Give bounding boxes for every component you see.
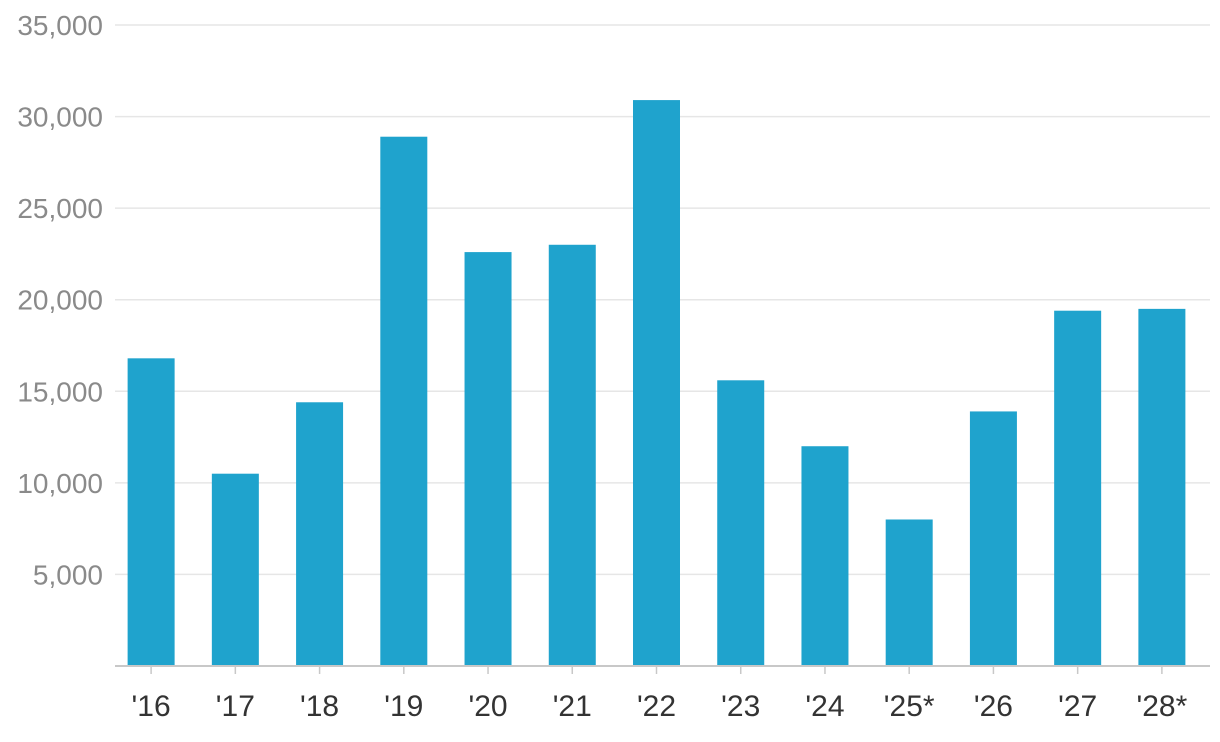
bar (969, 411, 1017, 666)
x-tick-label: '18 (300, 690, 339, 723)
bar (127, 358, 175, 666)
x-tick-label: '24 (805, 690, 844, 723)
y-tick-label: 15,000 (17, 376, 103, 407)
y-tick-label: 25,000 (17, 193, 103, 224)
y-tick-label: 20,000 (17, 285, 103, 316)
x-tick-label: '27 (1058, 690, 1097, 723)
x-tick-label: '16 (132, 690, 171, 723)
x-tick-label: '25* (884, 690, 935, 723)
x-axis-tick-labels: '16 '17 '18 '19 '20 '21 '22 '23 '24 '25* '26 '27 '28… (132, 690, 1188, 723)
bar (464, 252, 512, 666)
bar (1054, 310, 1102, 666)
bar (801, 446, 849, 666)
y-tick-label: 35,000 (17, 10, 103, 41)
bars (127, 100, 1186, 667)
x-tick-label: '21 (553, 690, 592, 723)
x-tick-label: '26 (974, 690, 1013, 723)
y-axis-tick-labels: 5,000 10,000 15,000 20,000 25,000 30,000 35,00… (17, 10, 103, 590)
bar (885, 519, 933, 666)
y-tick-label: 30,000 (17, 102, 103, 133)
bar (717, 380, 765, 666)
bar (548, 244, 596, 666)
bar (296, 402, 344, 666)
x-axis-ticks (150, 666, 1163, 674)
x-tick-label: '23 (721, 690, 760, 723)
bar (380, 136, 428, 666)
x-tick-label: '17 (216, 690, 255, 723)
x-tick-label: '28* (1136, 690, 1187, 723)
x-tick-label: '19 (384, 690, 423, 723)
x-tick-label: '22 (637, 690, 676, 723)
bar (211, 473, 259, 666)
x-tick-label: '20 (468, 690, 507, 723)
y-tick-label: 5,000 (33, 559, 103, 590)
bar (1138, 308, 1186, 666)
y-tick-label: 10,000 (17, 468, 103, 499)
bar (633, 100, 680, 667)
